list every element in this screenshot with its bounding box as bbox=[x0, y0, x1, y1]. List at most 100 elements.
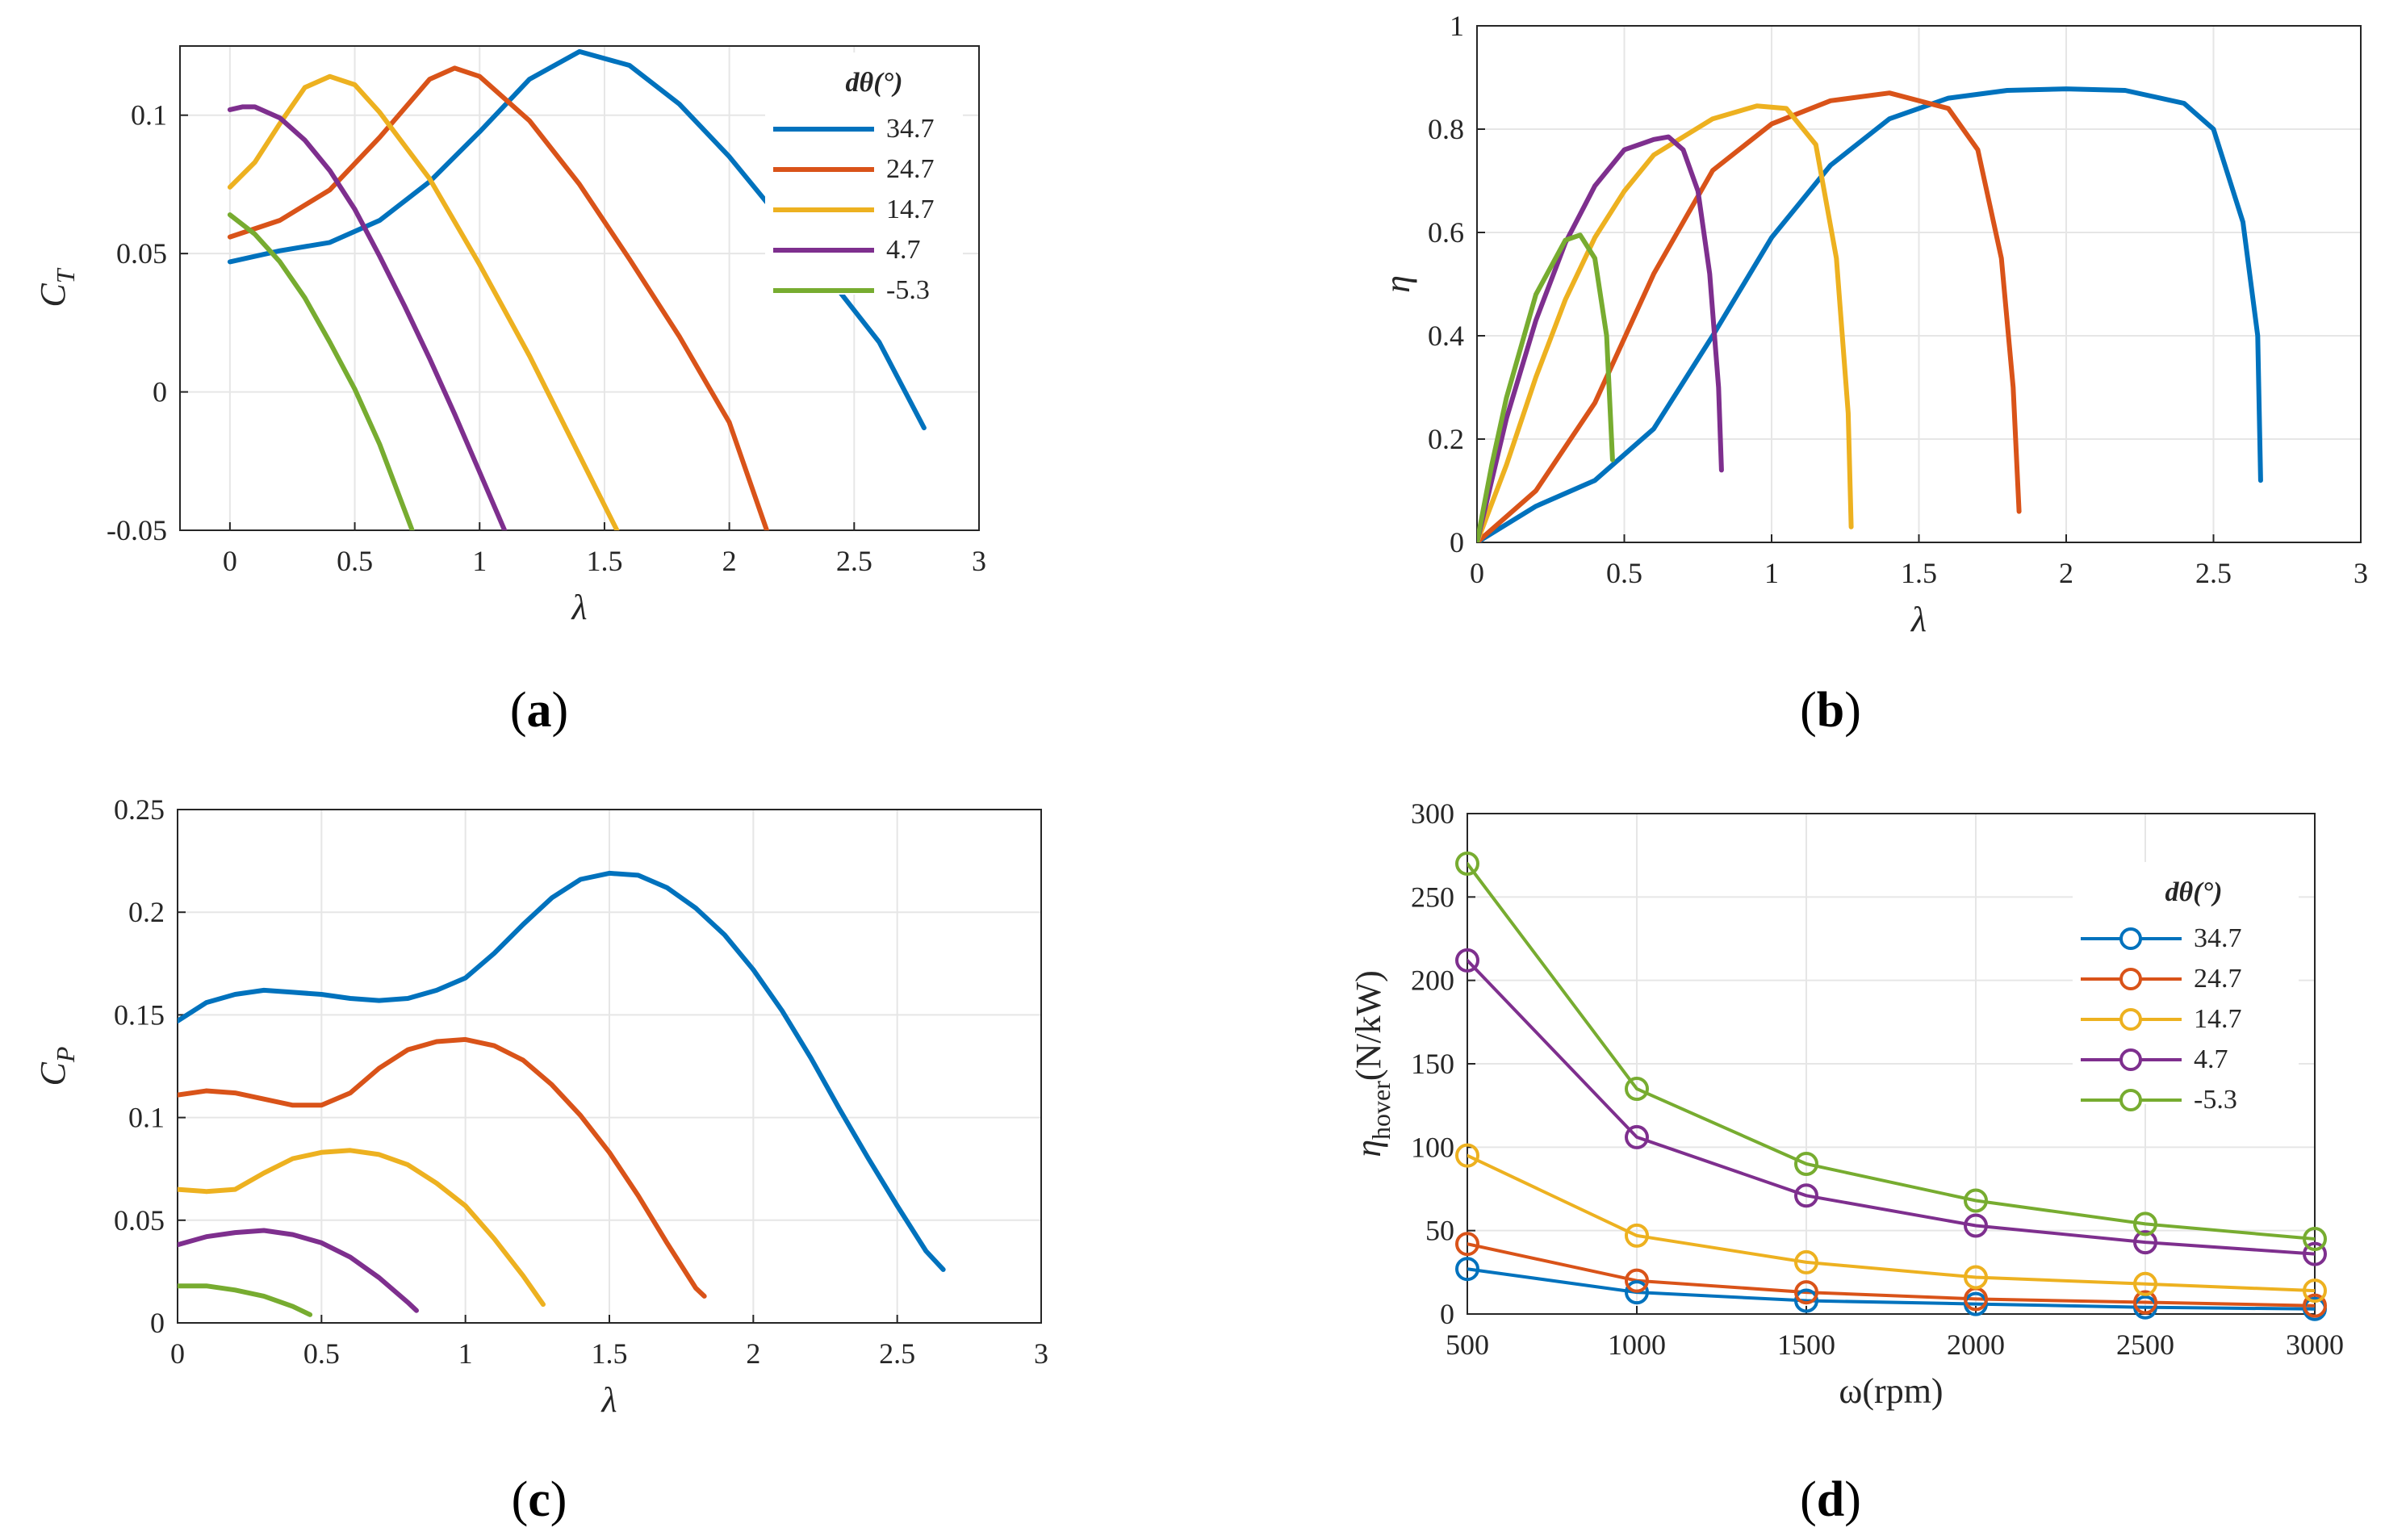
y-tick-label: -0.05 bbox=[107, 514, 167, 546]
legend-marker--5.3 bbox=[2119, 1089, 2142, 1111]
x-tick-label: 2000 bbox=[1947, 1329, 2005, 1361]
panel-a-chart: 0 0.5 1 1.5 2 2.5 3 -0.05 0 0.05 0.1 λ CT dθ(°) 34.7 24… bbox=[33, 45, 986, 738]
plot-series-group bbox=[1477, 86, 2263, 542]
y-tick-label: 250 bbox=[1411, 881, 1454, 913]
y-tick-label: 0.2 bbox=[1428, 423, 1464, 455]
data-point-14.7 bbox=[1964, 1265, 1988, 1290]
plot-series-group bbox=[1467, 862, 2315, 1311]
series-line-24.7 bbox=[178, 1036, 707, 1299]
data-point-4.7 bbox=[1794, 1183, 1818, 1208]
legend-box bbox=[765, 52, 963, 295]
legend-entry-34.7: 34.7 bbox=[886, 114, 935, 144]
axes-box bbox=[177, 809, 1042, 1324]
y-tick-label: 0 bbox=[153, 376, 167, 408]
data-point--5.3 bbox=[1964, 1188, 1988, 1213]
legend-entry-14.7: 14.7 bbox=[886, 195, 935, 224]
series-line-14.7 bbox=[227, 73, 620, 530]
y-axis-label: η bbox=[1378, 275, 1417, 293]
x-tick-label: 2.5 bbox=[2195, 557, 2232, 589]
data-point-34.7 bbox=[1625, 1280, 1649, 1305]
legend-entry-4.7: 4.7 bbox=[886, 235, 921, 265]
series-line-4.7 bbox=[227, 104, 508, 530]
series-line-14.7 bbox=[1477, 103, 1854, 542]
y-tick-label: 200 bbox=[1411, 965, 1454, 997]
x-tick-label: 1.5 bbox=[586, 545, 622, 577]
y-tick-label: 300 bbox=[1411, 797, 1454, 830]
y-tick-label: 0.4 bbox=[1428, 320, 1464, 352]
legend-entry-24.7: 24.7 bbox=[2194, 964, 2242, 994]
data-point-4.7 bbox=[1625, 1124, 1649, 1149]
panel-d-chart: 500 1000 1500 2000 2500 3000 0 50 100 150 200 250 30… bbox=[1349, 797, 2344, 1527]
y-tick-label: 50 bbox=[1425, 1215, 1454, 1247]
axes-box bbox=[1467, 813, 2316, 1315]
legend-marker-4.7 bbox=[2119, 1048, 2142, 1071]
data-point-34.7 bbox=[1455, 1257, 1479, 1282]
x-tick-label: 2 bbox=[746, 1337, 760, 1370]
data-point-24.7 bbox=[1455, 1232, 1479, 1257]
series-line-24.7 bbox=[1477, 90, 2022, 542]
series-line-34.7 bbox=[1477, 86, 2263, 542]
legend-marker-24.7 bbox=[2119, 968, 2142, 990]
x-axis-label: λ bbox=[570, 588, 587, 627]
x-tick-label: 0 bbox=[170, 1337, 185, 1370]
axes-box bbox=[1476, 25, 2362, 543]
y-axis-label: CT bbox=[33, 267, 80, 307]
data-point-14.7 bbox=[2303, 1278, 2327, 1304]
series-line-34.7 bbox=[178, 870, 946, 1272]
panel-label: (a) bbox=[510, 683, 568, 738]
x-tick-label: 3 bbox=[972, 545, 986, 577]
legend-title: dθ(°) bbox=[2165, 877, 2223, 907]
data-point-4.7 bbox=[2303, 1241, 2327, 1266]
data-point-24.7 bbox=[2303, 1293, 2327, 1318]
plot-series-group bbox=[178, 870, 946, 1317]
x-tick-label: 2500 bbox=[2116, 1329, 2174, 1361]
x-tick-label: 1000 bbox=[1608, 1329, 1666, 1361]
legend-entry-24.7: 24.7 bbox=[886, 154, 935, 184]
series-line-14.7 bbox=[1467, 1153, 2315, 1293]
y-tick-label: 0 bbox=[1450, 526, 1464, 559]
series-line-4.7 bbox=[1477, 134, 1724, 542]
y-tick-label: 150 bbox=[1411, 1048, 1454, 1080]
data-point--5.3 bbox=[1625, 1077, 1649, 1101]
legend-box bbox=[2073, 862, 2299, 1104]
panel-label: (d) bbox=[1800, 1472, 1861, 1527]
x-tick-label: 0.5 bbox=[337, 545, 373, 577]
panel-label: (c) bbox=[512, 1472, 567, 1527]
data-point-24.7 bbox=[1794, 1280, 1818, 1305]
panel-label: (b) bbox=[1800, 683, 1861, 738]
data-point-14.7 bbox=[1455, 1143, 1479, 1168]
x-tick-label: 1 bbox=[458, 1337, 473, 1370]
data-point-24.7 bbox=[2133, 1290, 2157, 1315]
y-tick-label: 0.05 bbox=[116, 237, 167, 270]
x-tick-label: 3 bbox=[1034, 1337, 1048, 1370]
x-tick-label: 0 bbox=[223, 545, 237, 577]
y-tick-label: 0.1 bbox=[131, 99, 167, 132]
legend-marker-34.7 bbox=[2119, 927, 2142, 950]
series-line-34.7 bbox=[1467, 1267, 2315, 1311]
x-tick-label: 0.5 bbox=[1606, 557, 1642, 589]
x-tick-label: 2 bbox=[722, 545, 737, 577]
data-point-14.7 bbox=[1794, 1249, 1818, 1274]
axes-box bbox=[179, 45, 980, 531]
series-line-4.7 bbox=[1467, 958, 2315, 1256]
data-point-14.7 bbox=[2133, 1271, 2157, 1296]
panel-b-chart: 0 0.5 1 1.5 2 2.5 3 0 0.2 0.4 0.6 0.8 1 λ η (b) bbox=[1378, 10, 2368, 738]
x-tick-label: 3 bbox=[2354, 557, 2368, 589]
x-tick-label: 3000 bbox=[2286, 1329, 2344, 1361]
y-tick-label: 100 bbox=[1411, 1131, 1454, 1163]
data-point-4.7 bbox=[1964, 1213, 1988, 1238]
x-tick-label: 1 bbox=[1764, 557, 1779, 589]
x-tick-label: 0.5 bbox=[303, 1337, 340, 1370]
series-line-24.7 bbox=[1467, 1242, 2315, 1308]
legend-entry--5.3: -5.3 bbox=[886, 275, 930, 305]
x-axis-label: λ bbox=[1910, 600, 1927, 639]
x-tick-label: 2.5 bbox=[879, 1337, 915, 1370]
x-axis-label: λ bbox=[600, 1380, 617, 1420]
series-line-14.7 bbox=[178, 1148, 546, 1308]
y-tick-label: 0 bbox=[150, 1307, 165, 1339]
legend-entry-4.7: 4.7 bbox=[2194, 1044, 2228, 1074]
series-line--5.3 bbox=[1477, 232, 1615, 542]
legend-title: dθ(°) bbox=[846, 68, 903, 98]
data-point--5.3 bbox=[2133, 1211, 2157, 1237]
